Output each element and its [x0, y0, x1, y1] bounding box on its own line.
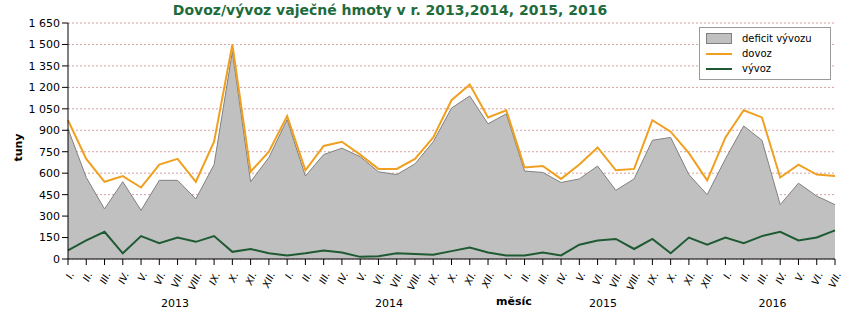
- svg-text:IX.: IX.: [645, 270, 660, 286]
- html-text:2016: 2016: [758, 297, 787, 310]
- svg-text:II.: II.: [300, 270, 314, 283]
- svg-text:VII.: VII.: [169, 270, 186, 289]
- svg-text:1 500: 1 500: [29, 38, 61, 51]
- svg-text:V.: V.: [355, 270, 369, 283]
- html-text:měsíc: měsíc: [496, 295, 532, 308]
- svg-text:III.: III.: [317, 270, 332, 286]
- html-text:2013: 2013: [161, 297, 189, 310]
- svg-text:750: 750: [39, 146, 60, 159]
- html-text:dovoz: dovoz: [742, 48, 772, 59]
- svg-text:I.: I.: [283, 270, 296, 280]
- svg-text:VIII.: VIII.: [405, 270, 423, 292]
- svg-text:IX.: IX.: [426, 270, 441, 286]
- svg-text:IV.: IV.: [335, 270, 350, 285]
- svg-text:150: 150: [39, 231, 60, 244]
- svg-text:VII.: VII.: [607, 270, 624, 289]
- svg-text:XI.: XI.: [462, 270, 478, 287]
- svg-text:XI.: XI.: [681, 270, 697, 287]
- svg-text:IV.: IV.: [554, 270, 569, 285]
- svg-text:VI.: VI.: [371, 270, 386, 286]
- svg-text:II.: II.: [81, 270, 95, 283]
- svg-text:II.: II.: [738, 270, 752, 283]
- svg-text:VI.: VI.: [809, 270, 824, 286]
- svg-text:I.: I.: [502, 270, 515, 280]
- html-text:tuny: tuny: [11, 133, 25, 162]
- html-text:2015: 2015: [589, 297, 618, 310]
- html-text:vývoz: vývoz: [742, 63, 772, 74]
- svg-text:XI.: XI.: [243, 270, 259, 287]
- svg-text:450: 450: [39, 189, 60, 202]
- svg-text:900: 900: [39, 124, 60, 137]
- svg-text:300: 300: [39, 210, 60, 223]
- svg-text:VII.: VII.: [388, 270, 405, 289]
- svg-text:IX.: IX.: [207, 270, 222, 286]
- html-text:Dovoz/vývoz vaječné hmoty v r.: Dovoz/vývoz vaječné hmoty v r. 2013,2014…: [172, 2, 608, 18]
- html-text:2014: 2014: [375, 297, 404, 310]
- svg-text:X.: X.: [664, 270, 679, 285]
- svg-text:0: 0: [53, 253, 60, 266]
- svg-text:IV.: IV.: [116, 270, 131, 285]
- svg-text:II.: II.: [519, 270, 533, 283]
- svg-text:XII.: XII.: [479, 270, 496, 290]
- svg-text:1 050: 1 050: [29, 103, 61, 116]
- svg-text:VIII.: VIII.: [186, 270, 204, 292]
- svg-text:XII.: XII.: [698, 270, 715, 290]
- svg-text:X.: X.: [445, 270, 460, 285]
- svg-text:III.: III.: [536, 270, 551, 286]
- svg-text:600: 600: [39, 167, 60, 180]
- svg-text:III.: III.: [755, 270, 770, 286]
- svg-text:V.: V.: [574, 270, 588, 283]
- svg-text:1 650: 1 650: [29, 17, 61, 30]
- svg-text:VII.: VII.: [826, 270, 839, 289]
- svg-text:VIII.: VIII.: [624, 270, 642, 292]
- svg-text:VI.: VI.: [590, 270, 605, 286]
- svg-text:V.: V.: [793, 270, 807, 283]
- svg-text:VI.: VI.: [152, 270, 167, 286]
- svg-text:1 350: 1 350: [29, 60, 61, 73]
- svg-text:V.: V.: [135, 270, 149, 283]
- html-text:deficit vývozu: deficit vývozu: [742, 33, 812, 44]
- svg-text:XII.: XII.: [260, 270, 277, 290]
- svg-text:IV.: IV.: [773, 270, 788, 285]
- svg-text:X.: X.: [226, 270, 241, 285]
- svg-text:1 200: 1 200: [29, 81, 61, 94]
- svg-text:I.: I.: [64, 270, 77, 280]
- svg-text:I.: I.: [721, 270, 734, 280]
- svg-text:III.: III.: [98, 270, 113, 286]
